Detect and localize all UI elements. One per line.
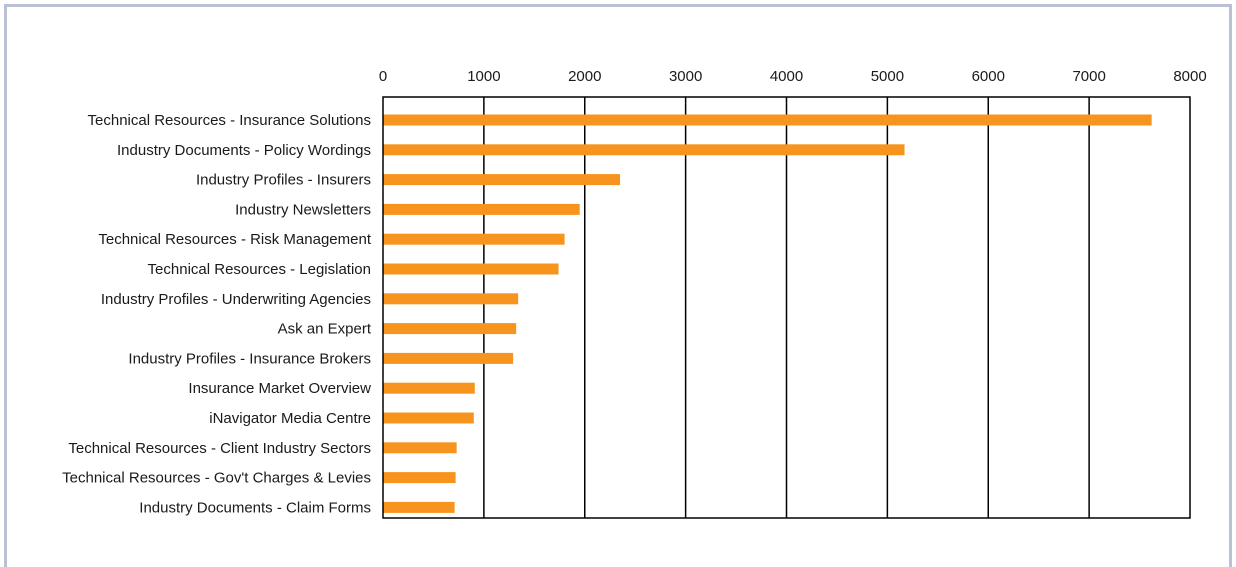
- category-label-7: Industry Profiles - Underwriting Agencie…: [101, 291, 371, 308]
- x-tick-label-4000: 4000: [770, 68, 803, 85]
- category-label-6: Technical Resources - Legislation: [148, 261, 371, 278]
- x-tick-label-7000: 7000: [1072, 68, 1105, 85]
- bar-13: [383, 472, 456, 484]
- bar-11: [383, 412, 474, 424]
- grid-lines: [483, 97, 1090, 518]
- x-tick-label-3000: 3000: [669, 68, 702, 85]
- bar-12: [383, 442, 457, 454]
- category-label-5: Technical Resources - Risk Management: [98, 231, 371, 248]
- x-tick-label-5000: 5000: [871, 68, 904, 85]
- category-labels: Technical Resources - Insurance Solution…: [62, 112, 372, 516]
- category-label-9: Industry Profiles - Insurance Brokers: [128, 350, 371, 367]
- plot-area-border: [382, 96, 1191, 519]
- category-label-13: Technical Resources - Gov't Charges & Le…: [62, 470, 371, 487]
- category-label-2: Industry Documents - Policy Wordings: [117, 142, 371, 159]
- category-label-4: Industry Newsletters: [235, 201, 371, 218]
- bar-10: [383, 382, 475, 394]
- x-tick-label-8000: 8000: [1173, 68, 1206, 85]
- category-label-8: Ask an Expert: [278, 321, 372, 338]
- bar-2: [383, 144, 905, 156]
- category-label-3: Industry Profiles - Insurers: [196, 172, 371, 189]
- bar-8: [383, 323, 517, 335]
- x-tick-label-0: 0: [379, 68, 387, 85]
- category-label-1: Technical Resources - Insurance Solution…: [88, 112, 371, 129]
- bar-1: [383, 114, 1152, 126]
- x-tick-label-6000: 6000: [972, 68, 1005, 85]
- bar-3: [383, 174, 621, 186]
- x-tick-label-1000: 1000: [467, 68, 500, 85]
- category-label-14: Industry Documents - Claim Forms: [139, 499, 371, 516]
- category-label-10: Insurance Market Overview: [188, 380, 371, 397]
- bar-5: [383, 233, 565, 245]
- bar-6: [383, 263, 559, 275]
- bar-4: [383, 203, 580, 215]
- chart-frame: [4, 4, 1232, 567]
- bars: [383, 114, 1152, 513]
- plot-border: [382, 96, 1191, 519]
- x-tick-labels: 0 1000 2000 3000 4000 5000 6000 7000 8000: [379, 68, 1207, 85]
- bar-9: [383, 352, 514, 364]
- bar-7: [383, 293, 519, 305]
- category-label-11: iNavigator Media Centre: [209, 410, 371, 427]
- bar-14: [383, 501, 455, 513]
- x-tick-label-2000: 2000: [568, 68, 601, 85]
- category-label-12: Technical Resources - Client Industry Se…: [68, 440, 371, 457]
